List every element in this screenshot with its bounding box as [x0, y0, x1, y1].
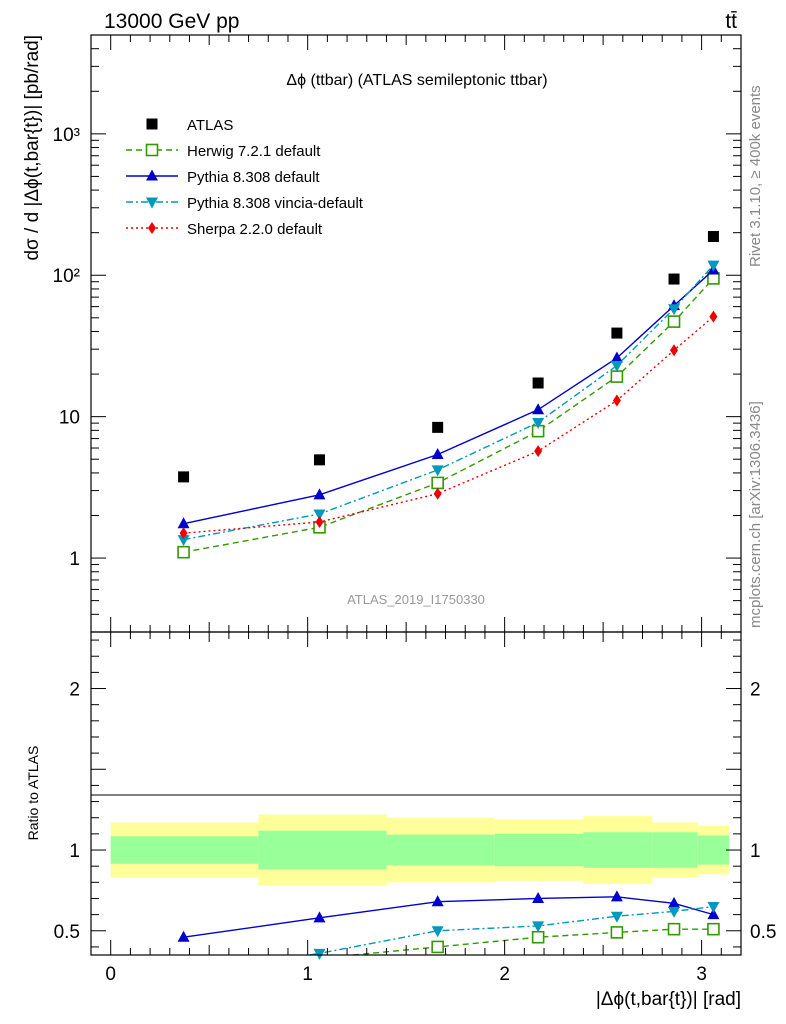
legend-label: Pythia 8.308 default: [187, 169, 320, 186]
pythia-8-308-default-point: [532, 403, 545, 415]
ratio-tick-label-right: 2: [750, 680, 761, 701]
ratio-tick-label-right: 0.5: [750, 922, 776, 943]
y-tick-label: 10³: [53, 125, 80, 146]
sherpa-2-2-0-default-point: [670, 344, 679, 357]
pythia-8-308-vincia-default-ratio-point: [532, 921, 545, 933]
stat-uncertainty-band: [110, 836, 259, 864]
herwig-7-2-1-default-point: [707, 272, 720, 285]
ratio-y-axis-label: Ratio to ATLAS: [25, 746, 41, 841]
pythia-8-308-default-line: [183, 269, 714, 525]
rivet-label: Rivet 3.1.10, ≥ 400k events: [747, 85, 764, 267]
atlas-data-point: [432, 421, 444, 433]
pythia-8-308-vincia-default-point: [532, 417, 545, 429]
sherpa-2-2-0-default-point: [709, 310, 718, 323]
sherpa-2-2-0-default-point: [612, 394, 621, 407]
watermark: ATLAS_2019_I1750330: [347, 592, 485, 607]
stat-uncertainty-band: [583, 832, 653, 868]
pythia-8-308-vincia-default-ratio-point: [610, 911, 623, 923]
pythia-8-308-vincia-default-ratio-point: [313, 948, 326, 960]
y-tick-label: 10²: [53, 266, 80, 287]
sherpa-2-2-0-default-point: [534, 445, 543, 458]
legend-marker: [146, 169, 158, 181]
atlas-data-point: [532, 377, 544, 389]
pythia-8-308-vincia-default-point: [431, 465, 444, 477]
stat-uncertainty-band: [386, 834, 495, 866]
legend: ATLAS Herwig 7.2.1 default Pythia 8.308 de…: [126, 117, 364, 238]
plot-title: Δϕ (ttbar) (ATLAS semileptonic ttbar): [286, 72, 547, 89]
ratio-plot: 0.5 0.5 1 1 2 2 Ratio to ATLAS: [25, 631, 776, 960]
herwig-7-2-1-default-ratio-line: [353, 928, 714, 956]
atlas-data-point: [611, 327, 623, 339]
pythia-8-308-default-ratio-point: [313, 911, 326, 923]
sherpa-2-2-0-default-point: [315, 515, 324, 528]
x-tick-label: 3: [696, 964, 707, 985]
x-tick-label: 1: [302, 964, 313, 985]
ratio-plot-frame: [90, 631, 742, 956]
herwig-7-2-1-default-ratio-point: [610, 926, 624, 939]
stat-uncertainty-band: [494, 833, 584, 867]
sherpa-2-2-0-default-point: [433, 487, 442, 500]
pythia-8-308-default-ratio-point: [431, 895, 444, 907]
pythia-8-308-default-ratio-point: [707, 908, 720, 920]
atlas-data-point: [707, 230, 719, 242]
herwig-7-2-1-default-ratio-point: [707, 922, 720, 936]
ratio-tick-label-left: 1: [69, 841, 80, 862]
mcplots-label: mcplots.cern.ch [arXiv:1306.3436]: [747, 401, 764, 628]
energy-label: 13000 GeV pp: [104, 10, 239, 33]
atlas-data-point: [668, 273, 680, 285]
pythia-8-308-default-point: [610, 351, 623, 363]
pythia-8-308-default-ratio-point: [668, 896, 681, 908]
herwig-7-2-1-default-point: [431, 476, 444, 490]
herwig-7-2-1-default-ratio-point: [531, 930, 545, 944]
pythia-8-308-vincia-default-ratio-point: [431, 926, 444, 938]
ratio-tick-label-left: 2: [69, 680, 80, 701]
herwig-7-2-1-default-point: [177, 545, 190, 559]
herwig-7-2-1-default-line: [183, 277, 714, 553]
stat-uncertainty-band: [652, 832, 698, 868]
pythia-8-308-default-point: [177, 517, 190, 529]
pythia-8-308-default-ratio-point: [532, 891, 545, 903]
pythia-8-308-vincia-default-ratio-point: [668, 906, 681, 918]
main-plot: 1 10 10² 10³ Δϕ (ttbar) (ATLAS semileptonic…: [22, 34, 742, 633]
pythia-8-308-default-point: [313, 488, 326, 500]
herwig-7-2-1-default-ratio-point: [667, 922, 681, 936]
pythia-8-308-vincia-default-line: [183, 264, 714, 541]
pythia-8-308-vincia-default-point: [610, 361, 623, 373]
pythia-8-308-default-point: [431, 447, 444, 459]
legend-marker: [146, 118, 158, 130]
y-tick-label: 10: [59, 408, 80, 429]
pythia-8-308-vincia-default-point: [177, 535, 190, 547]
stat-uncertainty-band: [697, 835, 730, 865]
herwig-7-2-1-default-point: [610, 370, 624, 383]
legend-label: Sherpa 2.2.0 default: [187, 221, 323, 238]
sherpa-2-2-0-default-point: [179, 527, 188, 540]
pythia-8-308-vincia-default-ratio-point: [707, 902, 720, 914]
pythia-8-308-default-ratio-point: [177, 930, 190, 942]
herwig-7-2-1-default-ratio-point: [431, 940, 444, 954]
y-tick-label: 1: [69, 549, 80, 570]
x-tick-label: 0: [105, 964, 116, 985]
legend-label: ATLAS: [187, 117, 233, 134]
y-axis-label: dσ / d |Δϕ(t,bar{t})| [pb/rad]: [22, 35, 43, 261]
atlas-data-point: [178, 471, 190, 483]
legend-marker: [148, 222, 156, 234]
x-tick-label: 2: [499, 964, 510, 985]
legend-marker: [145, 143, 159, 157]
legend-label: Pythia 8.308 vincia-default: [187, 195, 364, 212]
herwig-7-2-1-default-point: [667, 315, 681, 328]
pythia-8-308-vincia-default-point: [668, 304, 681, 316]
pythia-8-308-vincia-default-point: [313, 509, 326, 521]
ratio-tick-label-left: 0.5: [54, 922, 80, 943]
pythia-8-308-default-ratio-point: [610, 890, 623, 902]
legend-marker: [146, 197, 158, 209]
stat-uncertainty-band: [258, 830, 387, 870]
legend-label: Herwig 7.2.1 default: [187, 143, 321, 160]
process-label: tt̄: [725, 10, 737, 33]
atlas-data-point: [313, 454, 325, 466]
ratio-tick-label-right: 1: [750, 841, 761, 862]
x-axis-label: |Δϕ(t,bar{t})| [rad]: [596, 989, 741, 1010]
pythia-8-308-vincia-default-point: [707, 260, 720, 272]
